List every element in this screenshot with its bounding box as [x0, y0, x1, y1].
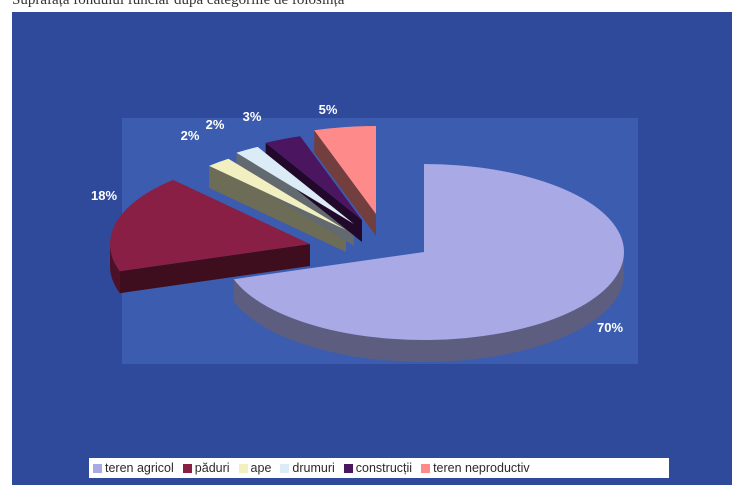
legend-swatch [182, 463, 192, 473]
slice-cut-teren-neproductiv [314, 130, 376, 236]
slice-ape [209, 158, 346, 230]
legend-label: construcții [355, 461, 413, 475]
legend-item-teren-agricol: teren agricol [93, 461, 174, 475]
data-label-ape: 2% [181, 128, 200, 143]
data-label-păduri: 18% [91, 188, 117, 203]
legend-label: ape [250, 461, 272, 475]
slice-cut-ape [209, 165, 346, 252]
pie-chart: 70% 18% 2% 2% 3% 5% [91, 102, 624, 362]
slice-wall-păduri [110, 244, 120, 294]
slice-cut-păduri [119, 244, 310, 294]
legend-swatch [238, 463, 248, 473]
slice-wall-teren-agricol [233, 252, 624, 362]
legend-item-teren-neproductiv: teren neproductiv [421, 461, 530, 475]
legend-swatch [93, 463, 102, 473]
pie-top-group [110, 126, 624, 340]
data-label-construcții: 3% [243, 109, 262, 124]
slice-drumuri [236, 146, 354, 224]
legend-item-drumuri: drumuri [280, 461, 335, 475]
legend-item-păduri: păduri [182, 461, 230, 475]
legend-swatch [280, 463, 290, 473]
legend-swatch [421, 463, 431, 473]
data-label-teren-neproductiv: 5% [319, 102, 338, 117]
pie-depth-group [110, 130, 624, 362]
legend-label: teren neproductiv [433, 461, 530, 475]
legend: teren agricol păduri ape drumuri construcții… [89, 458, 669, 478]
slice-teren-agricol [233, 164, 624, 340]
legend-item-construcții: construcții [343, 461, 413, 475]
legend-label: păduri [194, 461, 230, 475]
data-label-drumuri: 2% [206, 117, 225, 132]
data-label-teren-agricol: 70% [597, 320, 623, 335]
legend-item-ape: ape [238, 461, 272, 475]
slice-construcții [265, 136, 362, 220]
legend-label: drumuri [292, 461, 335, 475]
legend-swatch [343, 463, 353, 473]
slice-păduri [110, 179, 311, 272]
cutoff-text-line: Suprafața fondului funciar după categori… [12, 0, 345, 8]
slice-teren-neproductiv [314, 126, 376, 214]
legend-label: teren agricol [105, 461, 174, 475]
